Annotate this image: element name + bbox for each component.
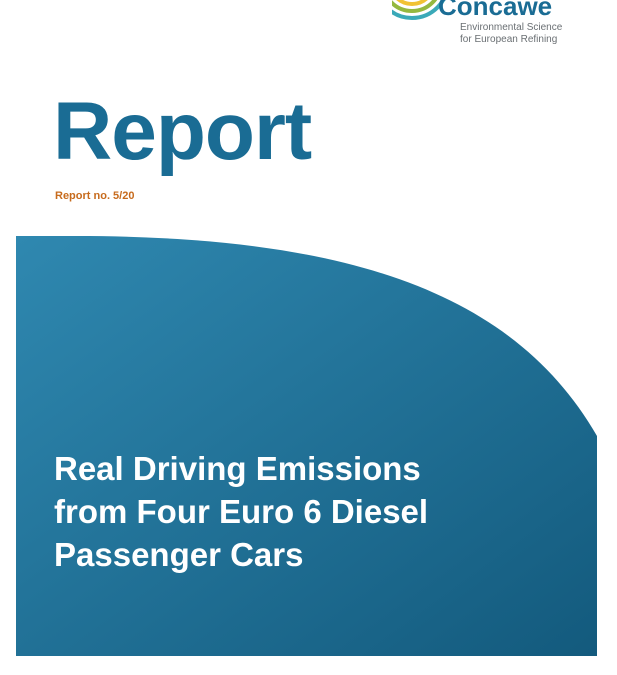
report-title: Real Driving Emissions from Four Euro 6 … xyxy=(54,448,474,577)
report-cover: Concawe Environmental Science for Europe… xyxy=(0,0,617,675)
logo-tagline-line1: Environmental Science xyxy=(460,22,562,33)
page-heading: Report xyxy=(53,85,311,179)
logo-svg: Concawe Environmental Science for Europe… xyxy=(392,0,562,55)
cover-curve-path xyxy=(16,236,597,656)
logo-wordmark: Concawe xyxy=(438,0,552,21)
brand-logo: Concawe Environmental Science for Europe… xyxy=(392,0,562,55)
cover-shape xyxy=(16,236,597,656)
report-number: Report no. 5/20 xyxy=(55,190,134,202)
logo-tagline-line2: for European Refining xyxy=(460,34,557,45)
logo-arc-yellow xyxy=(392,0,434,4)
